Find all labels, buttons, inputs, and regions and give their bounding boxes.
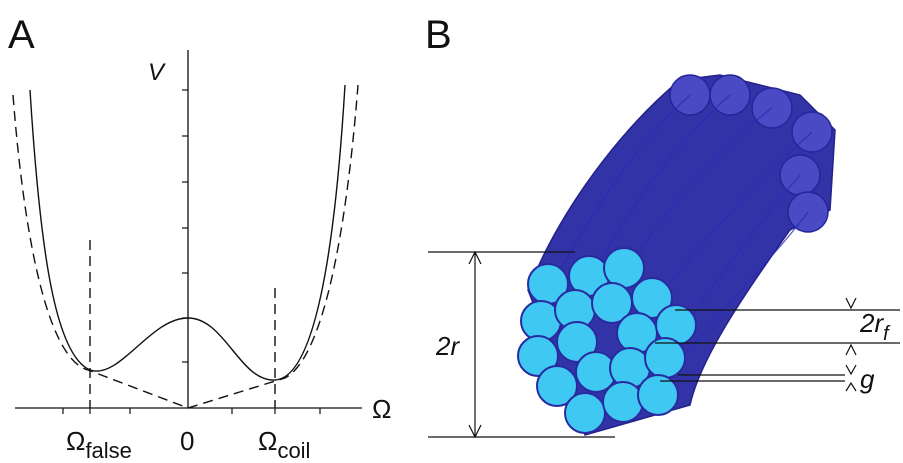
dimension-label: 2rf	[859, 308, 891, 345]
potential-curve	[29, 84, 346, 381]
fiber-bundle	[517, 74, 836, 436]
panel-label: B	[425, 13, 452, 57]
x-label: 0	[180, 426, 194, 456]
x-label: Ωfalse	[66, 426, 132, 463]
potential-curve-dashed	[12, 84, 359, 409]
dimension-lines	[428, 250, 900, 439]
axis-label: V	[148, 59, 166, 86]
x-label: Ωcoil	[258, 426, 310, 463]
axis-label: Ω	[372, 394, 391, 424]
axes	[15, 50, 362, 414]
dimension-label: g	[860, 364, 875, 394]
panel-label: A	[8, 13, 35, 57]
dimension-label: 2r	[435, 331, 460, 361]
